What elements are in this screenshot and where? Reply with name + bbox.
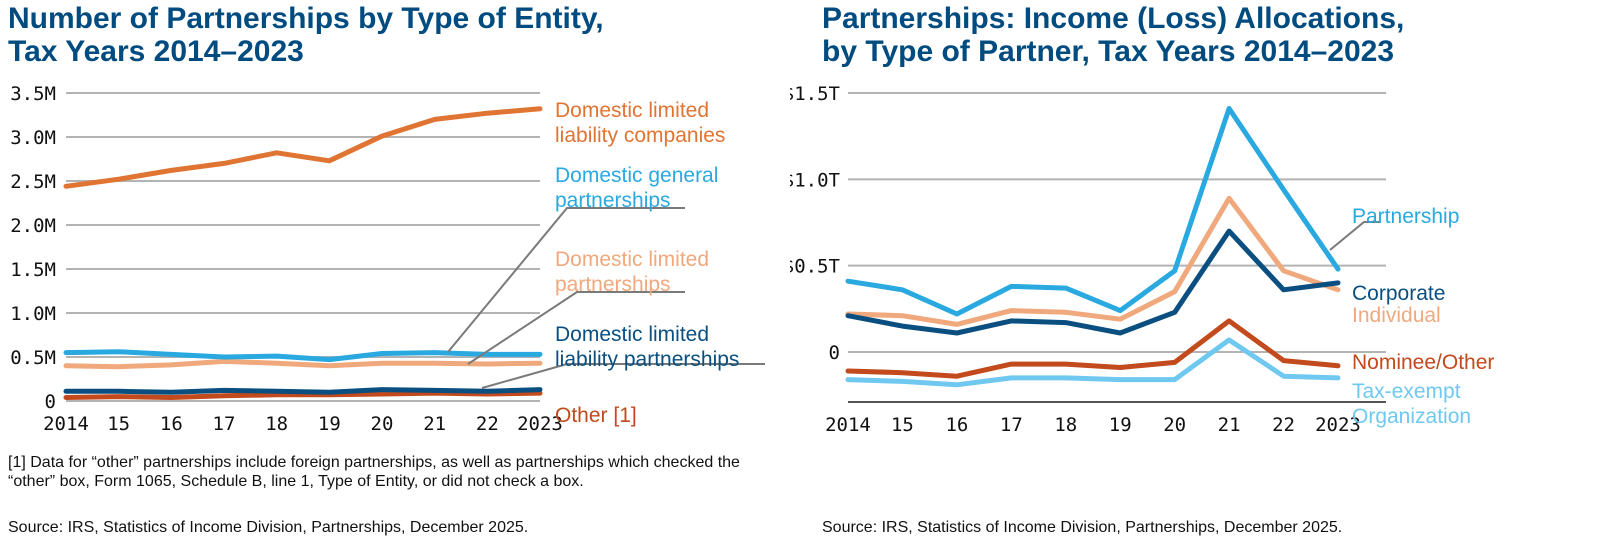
right-title-line1: Partnerships: Income (Loss) Allocations,: [822, 2, 1405, 35]
left-xtick-label-5: 19: [318, 413, 341, 435]
left-series-line-domestic-limited-liability-partnerships: [63, 387, 543, 395]
left-source: Source: IRS, Statistics of Income Divisi…: [8, 519, 529, 536]
left-chart-panel: Number of Partnerships by Type of Entity…: [0, 0, 790, 542]
right-source: Source: IRS, Statistics of Income Divisi…: [822, 519, 1343, 536]
right-leader-line-partnership: [1329, 221, 1380, 251]
left-title-line1: Number of Partnerships by Type of Entity…: [8, 2, 604, 35]
right-ytick-label-1: $0.5T: [790, 256, 840, 278]
right-series-label-tax-exempt-organization-1: Organization: [1352, 405, 1471, 428]
right-series-line-corporate: [845, 228, 1341, 336]
right-chart-panel: Partnerships: Income (Loss) Allocations,…: [790, 0, 1605, 542]
right-series-label-nominee-other-0: Nominee/Other: [1352, 351, 1494, 374]
left-series-line-domestic-limited-partnerships: [63, 358, 543, 370]
left-series-label-domestic-limited-liability-companies-1: liability companies: [555, 124, 725, 147]
right-title-line2: by Type of Partner, Tax Years 2014–2023: [822, 35, 1395, 68]
left-xtick-label-4: 18: [265, 413, 288, 435]
left-leader-line-domestic-limited-partnerships: [467, 291, 685, 365]
right-series-label-tax-exempt-organization-0: Tax-exempt: [1352, 380, 1461, 403]
right-ytick-label-3: $1.5T: [790, 83, 840, 105]
right-series-line-tax-exempt-organization: [845, 337, 1341, 388]
right-xtick-label-2: 16: [945, 414, 968, 436]
left-series-label-domestic-limited-liability-companies-0: Domestic limited: [555, 99, 709, 122]
left-series-line-domestic-general-partnerships: [63, 349, 543, 363]
left-xtick-label-6: 20: [371, 413, 394, 435]
right-xtick-label-9: 2023: [1315, 414, 1361, 436]
right-ytick-label-0: 0: [829, 342, 840, 364]
left-xtick-label-7: 21: [423, 413, 446, 435]
left-series-line-other-1: [63, 390, 543, 400]
right-series-line-nominee-other: [845, 318, 1341, 379]
right-series-label-partnership-0: Partnership: [1352, 205, 1459, 228]
right-xtick-label-1: 15: [891, 414, 914, 436]
left-ytick-label-4: 2.0M: [10, 215, 56, 237]
right-series-line-individual: [845, 195, 1341, 327]
left-series-label-domestic-limited-partnerships-1: partnerships: [555, 273, 671, 296]
right-xtick-label-7: 21: [1218, 414, 1241, 436]
entity-count-chart: 0 0.5M 1.0M 1.5M 2.0M 2.5M 3.0M 3.5M 2014 15 16 17 1…: [10, 83, 765, 435]
left-ytick-label-7: 3.5M: [10, 83, 56, 105]
left-xtick-label-1: 15: [107, 413, 130, 435]
left-title-line2: Tax Years 2014–2023: [8, 35, 304, 68]
left-ytick-label-0: 0: [45, 391, 56, 413]
right-series-label-corporate-0: Corporate: [1352, 282, 1445, 305]
right-xtick-label-4: 18: [1054, 414, 1077, 436]
left-chart-title: Number of Partnerships by Type of Entity…: [8, 2, 808, 68]
left-series-label-domestic-limited-liability-partnerships-0: Domestic limited: [555, 323, 709, 346]
right-series-line-partnership: [845, 106, 1341, 317]
income-allocation-chart: 0 $0.5T $1.0T $1.5T 2014 15 16 17 18 19 20 21 22 2023…: [790, 83, 1494, 436]
left-xtick-label-3: 17: [213, 413, 236, 435]
left-leader-line-domestic-general-partnerships: [447, 207, 685, 353]
right-chart-title: Partnerships: Income (Loss) Allocations,…: [822, 2, 1605, 68]
left-series-label-domestic-general-partnerships-1: partnerships: [555, 189, 671, 212]
left-leader-line-domestic-limited-liability-partnerships: [481, 363, 765, 389]
right-xtick-label-3: 17: [1000, 414, 1023, 436]
left-ytick-label-2: 1.0M: [10, 303, 56, 325]
right-xtick-label-5: 19: [1109, 414, 1132, 436]
right-ytick-label-2: $1.0T: [790, 169, 840, 191]
right-series-label-individual-0: Individual: [1352, 304, 1441, 327]
right-xtick-label-0: 2014: [825, 414, 871, 436]
left-series-label-domestic-limited-partnerships-0: Domestic limited: [555, 248, 709, 271]
left-series-line-domestic-limited-liability-companies: [63, 106, 543, 189]
left-series-label-other-1-0: Other [1]: [555, 404, 637, 427]
right-xtick-label-8: 22: [1272, 414, 1295, 436]
left-ytick-label-1: 0.5M: [10, 347, 56, 369]
left-xtick-label-0: 2014: [43, 413, 89, 435]
left-ytick-label-5: 2.5M: [10, 171, 56, 193]
left-ytick-label-6: 3.0M: [10, 127, 56, 149]
left-xtick-label-9: 2023: [517, 413, 563, 435]
left-xtick-label-8: 22: [476, 413, 499, 435]
left-series-label-domestic-limited-liability-partnerships-1: liability partnerships: [555, 348, 739, 371]
left-series-label-domestic-general-partnerships-0: Domestic general: [555, 164, 718, 187]
right-xtick-label-6: 20: [1163, 414, 1186, 436]
left-ytick-label-3: 1.5M: [10, 259, 56, 281]
left-xtick-label-2: 16: [160, 413, 183, 435]
left-footnote: [1] Data for “other” partnerships includ…: [8, 454, 740, 490]
